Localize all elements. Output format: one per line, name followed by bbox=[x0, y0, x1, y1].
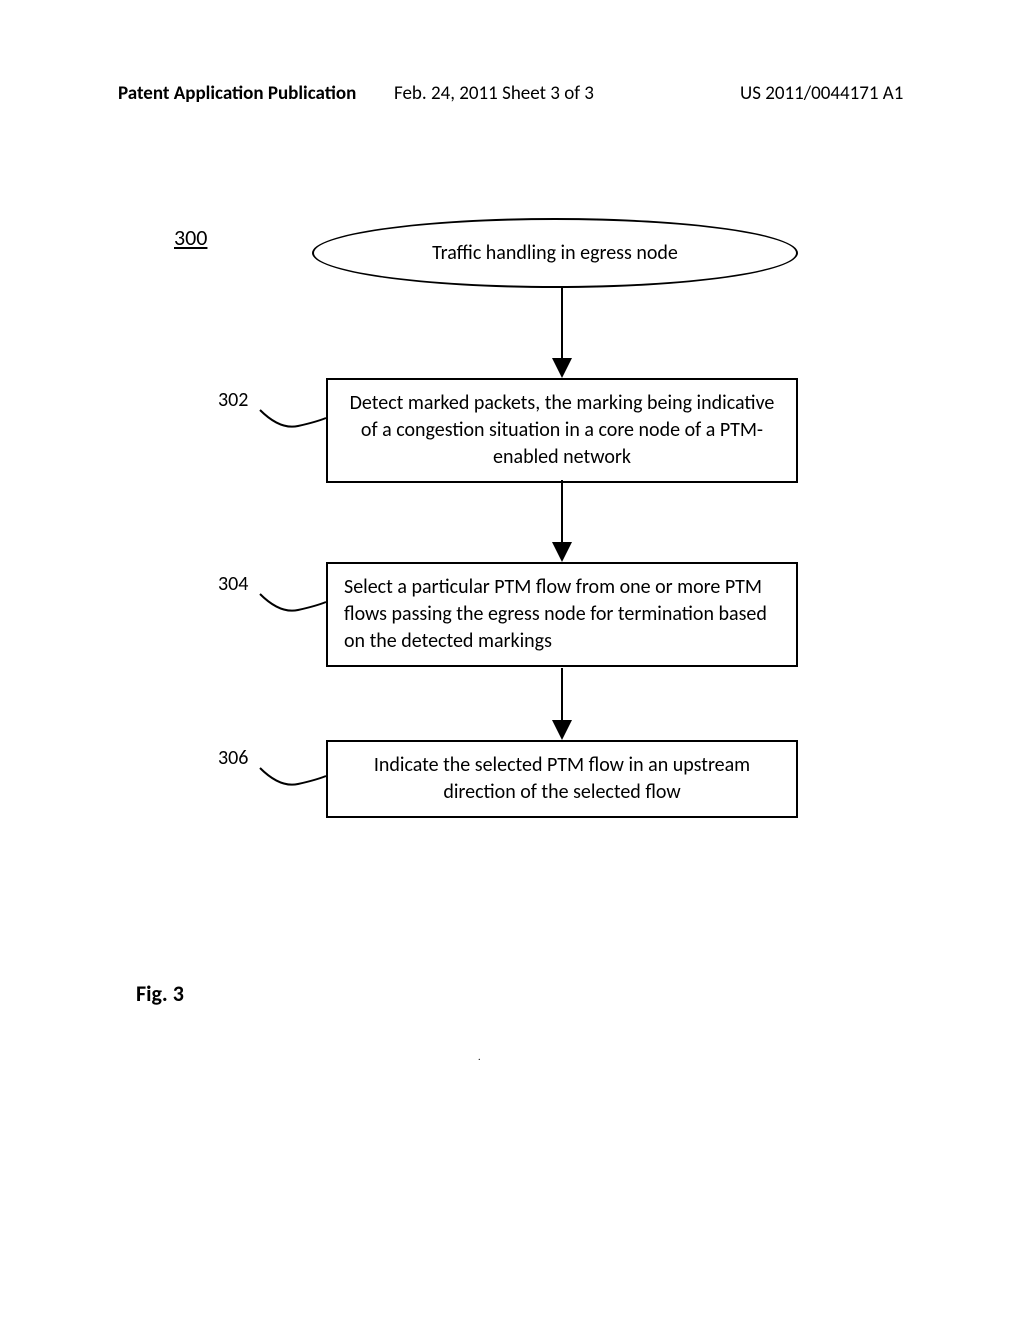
callout-line-306 bbox=[260, 768, 326, 785]
stray-dot: . bbox=[478, 1050, 481, 1063]
flow-start-oval: Traffic handling in egress node bbox=[312, 218, 798, 288]
step-box-306: Indicate the selected PTM flow in an ups… bbox=[326, 740, 798, 818]
step-text-306: Indicate the selected PTM flow in an ups… bbox=[374, 753, 750, 804]
step-box-302: Detect marked packets, the marking being… bbox=[326, 378, 798, 483]
step-box-304: Select a particular PTM flow from one or… bbox=[326, 562, 798, 667]
callout-302: 302 bbox=[218, 388, 248, 412]
figure-ref-number: 300 bbox=[174, 224, 207, 251]
callout-306: 306 bbox=[218, 746, 248, 770]
header-right: US 2011/0044171 A1 bbox=[740, 82, 903, 105]
header-left: Patent Application Publication bbox=[118, 82, 356, 105]
page-canvas: Patent Application Publication Feb. 24, … bbox=[0, 0, 1024, 1320]
callout-line-302 bbox=[260, 410, 326, 427]
step-text-302: Detect marked packets, the marking being… bbox=[350, 391, 775, 469]
flow-start-title: Traffic handling in egress node bbox=[432, 241, 678, 265]
header-center: Feb. 24, 2011 Sheet 3 of 3 bbox=[394, 82, 594, 105]
figure-label: Fig. 3 bbox=[136, 980, 184, 1007]
step-text-304: Select a particular PTM flow from one or… bbox=[344, 575, 767, 653]
callout-line-304 bbox=[260, 594, 326, 611]
callout-304: 304 bbox=[218, 572, 248, 596]
